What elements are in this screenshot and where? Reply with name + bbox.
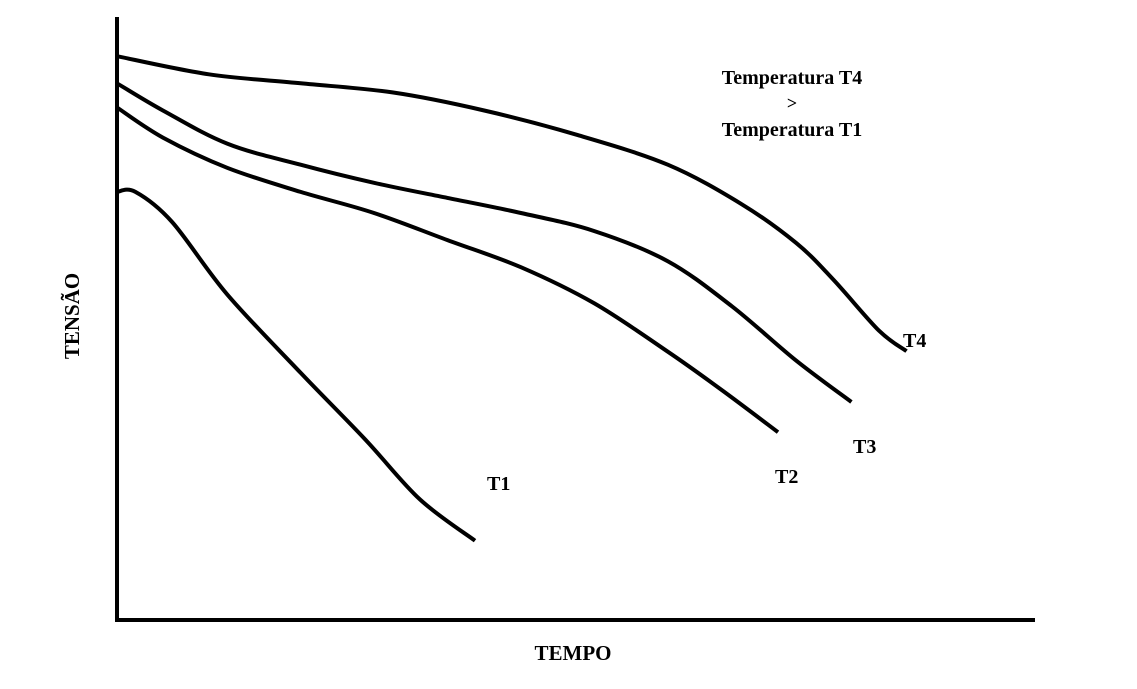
annotation-line-1: Temperatura T4 — [722, 67, 863, 89]
series-curve-t1 — [116, 187, 477, 543]
series-curve-t3 — [115, 81, 853, 404]
series-label-t4: T4 — [903, 330, 926, 352]
series-curve-t4 — [116, 54, 908, 353]
annotation-line-2: > — [787, 93, 797, 113]
series-label-t3: T3 — [853, 436, 876, 458]
curves-group — [115, 54, 908, 543]
series-label-t1: T1 — [487, 473, 510, 495]
series-curve-t2 — [115, 105, 780, 434]
series-label-t2: T2 — [775, 466, 798, 488]
y-axis-label: TENSÃO — [60, 273, 84, 359]
x-axis-label: TEMPO — [535, 641, 612, 665]
annotation-line-3: Temperatura T1 — [722, 119, 863, 141]
